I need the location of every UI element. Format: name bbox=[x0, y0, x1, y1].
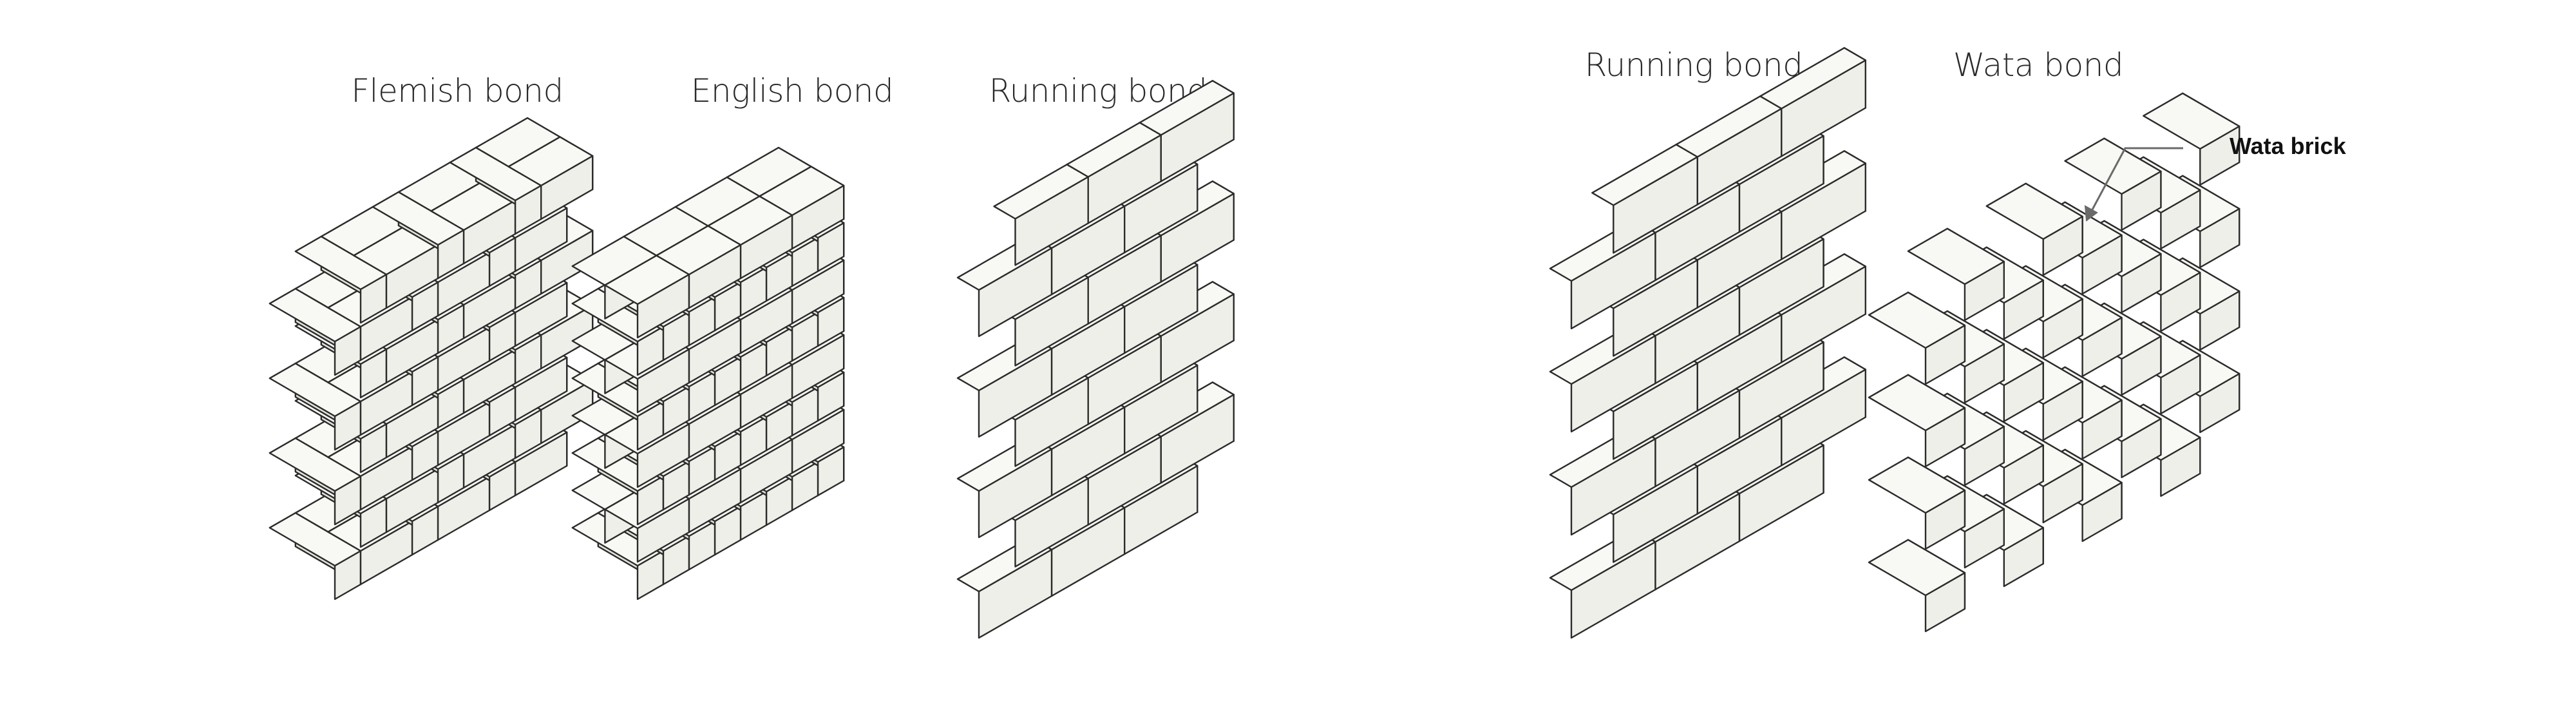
title-running-bond-right: Running bond bbox=[1584, 46, 1803, 84]
title-english-bond: English bond bbox=[690, 72, 894, 110]
stretcher-brick-63 bbox=[759, 166, 845, 250]
english-bond-wall bbox=[571, 146, 845, 600]
wata-brick-16 bbox=[1868, 374, 1966, 468]
header-brick-21 bbox=[269, 437, 362, 526]
wata-brick-24 bbox=[1868, 291, 1966, 385]
header-brick-39 bbox=[269, 362, 362, 451]
wata-brick-30 bbox=[2064, 137, 2162, 231]
wata-brick-29 bbox=[1985, 182, 2083, 276]
title-flemish-bond: Flemish bond bbox=[351, 72, 564, 110]
title-wata-bond: Wata bond bbox=[1953, 46, 2124, 84]
wata-brick-8 bbox=[1868, 456, 1966, 550]
stretcher-brick-67 bbox=[353, 225, 439, 309]
header-brick-68 bbox=[372, 191, 465, 280]
wata-brick-arrowhead bbox=[2084, 205, 2098, 222]
stretcher-brick-23 bbox=[1139, 80, 1235, 182]
header-brick-66 bbox=[294, 235, 388, 324]
header-brick-57 bbox=[269, 287, 362, 376]
header-brick-3 bbox=[269, 512, 362, 600]
running-bond-wall-right bbox=[1549, 47, 1867, 639]
stretcher-brick-21 bbox=[993, 164, 1089, 266]
stretcher-brick-71 bbox=[507, 136, 594, 220]
wata-brick-0 bbox=[1868, 539, 1966, 633]
stretcher-brick-23 bbox=[1759, 47, 1867, 157]
stretcher-brick-21 bbox=[1591, 144, 1699, 254]
wata-brick-31 bbox=[2143, 92, 2240, 186]
stretcher-brick-22 bbox=[1675, 95, 1783, 206]
wata-brick-leader-line bbox=[2085, 147, 2183, 221]
flemish-bond-wall bbox=[269, 117, 594, 600]
wata-brick-callout-label: Wata brick bbox=[2230, 133, 2346, 159]
running-bond-wall-left bbox=[956, 80, 1235, 639]
title-running-bond-left: Running bond bbox=[989, 72, 1208, 110]
wata-bond-wall bbox=[1868, 92, 2240, 633]
wata-brick-28 bbox=[1907, 227, 2005, 322]
